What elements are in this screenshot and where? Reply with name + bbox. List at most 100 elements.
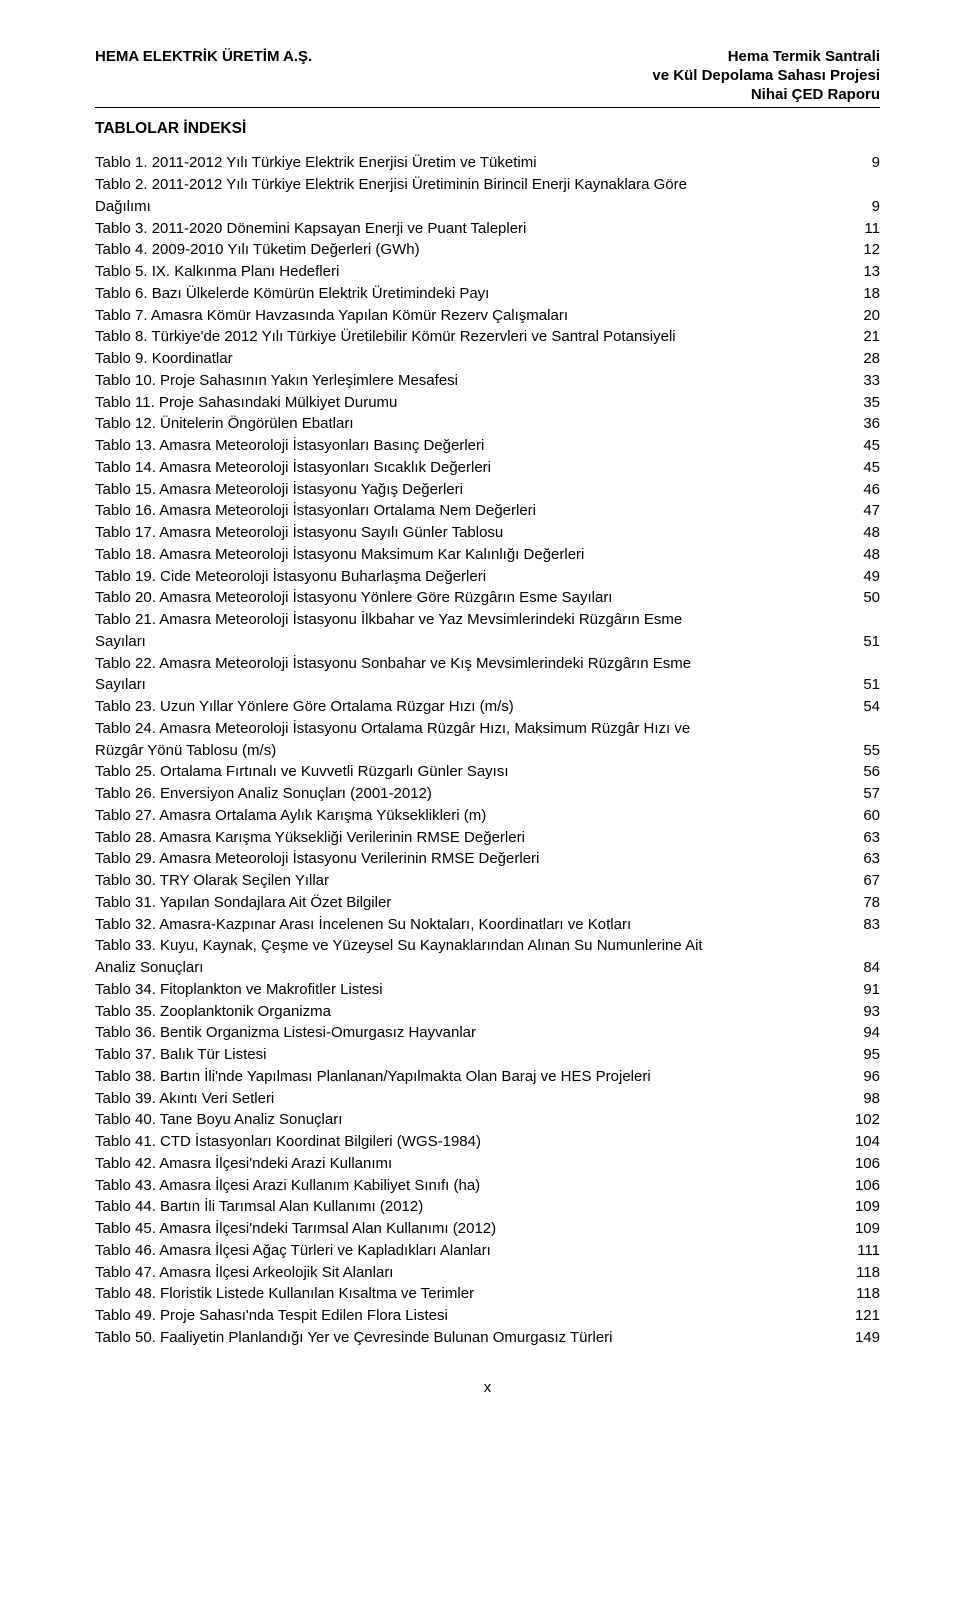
toc-label: Tablo 38. Bartın İli'nde Yapılması Planl… (95, 1066, 651, 1088)
toc-label: Tablo 34. Fitoplankton ve Makrofitler Li… (95, 979, 383, 1001)
toc-entry: Tablo 14. Amasra Meteoroloji İstasyonlar… (95, 457, 880, 479)
toc-entry: Tablo 40. Tane Boyu Analiz Sonuçları 102 (95, 1109, 880, 1131)
toc-label: Tablo 3. 2011-2020 Dönemini Kapsayan Ene… (95, 218, 526, 240)
toc-page-number: 49 (863, 566, 880, 588)
toc-label: Tablo 46. Amasra İlçesi Ağaç Türleri ve … (95, 1240, 491, 1262)
toc-page-number: 106 (855, 1153, 880, 1175)
toc-label: Tablo 25. Ortalama Fırtınalı ve Kuvvetli… (95, 761, 509, 783)
toc-entry: Tablo 33. Kuyu, Kaynak, Çeşme ve Yüzeyse… (95, 935, 880, 979)
toc-entry: Tablo 13. Amasra Meteoroloji İstasyonlar… (95, 435, 880, 457)
toc-entry: Tablo 10. Proje Sahasının Yakın Yerleşim… (95, 370, 880, 392)
toc-label: Tablo 32. Amasra-Kazpınar Arası İncelene… (95, 914, 631, 936)
toc-label: Tablo 36. Bentik Organizma Listesi-Omurg… (95, 1022, 476, 1044)
toc-page-number: 63 (863, 848, 880, 870)
toc-entry: Tablo 6. Bazı Ülkelerde Kömürün Elektrik… (95, 283, 880, 305)
toc-label: Tablo 37. Balık Tür Listesi (95, 1044, 266, 1066)
toc-entry: Tablo 23. Uzun Yıllar Yönlere Göre Ortal… (95, 696, 880, 718)
toc-page-number: 21 (863, 326, 880, 348)
toc-entry: Tablo 30. TRY Olarak Seçilen Yıllar67 (95, 870, 880, 892)
toc-entry: Tablo 28. Amasra Karışma Yüksekliği Veri… (95, 827, 880, 849)
toc-label: Tablo 7. Amasra Kömür Havzasında Yapılan… (95, 305, 568, 327)
toc-page-number: 149 (855, 1327, 880, 1349)
toc-page-number: 106 (855, 1175, 880, 1197)
toc-entry: Tablo 9. Koordinatlar28 (95, 348, 880, 370)
toc-entry: Tablo 17. Amasra Meteoroloji İstasyonu S… (95, 522, 880, 544)
toc-label: Tablo 35. Zooplanktonik Organizma (95, 1001, 331, 1023)
toc-page-number: 11 (864, 218, 880, 240)
toc-page-number: 36 (863, 413, 880, 435)
toc-page-number: 18 (863, 283, 880, 305)
toc-page-number: 109 (855, 1196, 880, 1218)
toc-entry: Tablo 11. Proje Sahasındaki Mülkiyet Dur… (95, 392, 880, 414)
toc-entry: Tablo 26. Enversiyon Analiz Sonuçları (2… (95, 783, 880, 805)
toc-page-number: 83 (863, 914, 880, 936)
toc-page-number: 67 (863, 870, 880, 892)
toc-page-number: 54 (863, 696, 880, 718)
toc-entry: Tablo 50. Faaliyetin Planlandığı Yer ve … (95, 1327, 880, 1349)
toc-entry: Tablo 3. 2011-2020 Dönemini Kapsayan Ene… (95, 218, 880, 240)
toc-label: Tablo 8. Türkiye'de 2012 Yılı Türkiye Ür… (95, 326, 676, 348)
toc-entry: Tablo 19. Cide Meteoroloji İstasyonu Buh… (95, 566, 880, 588)
page-number: x (95, 1379, 880, 1396)
toc-page-number: 47 (863, 500, 880, 522)
toc-page-number: 48 (863, 522, 880, 544)
toc-page-number: 91 (863, 979, 880, 1001)
toc-entry: Tablo 35. Zooplanktonik Organizma93 (95, 1001, 880, 1023)
toc-label-tail: Rüzgâr Yönü Tablosu (m/s) (95, 740, 276, 762)
toc-label: Tablo 19. Cide Meteoroloji İstasyonu Buh… (95, 566, 486, 588)
toc-page-number: 12 (863, 239, 880, 261)
toc-label: Tablo 41. CTD İstasyonları Koordinat Bil… (95, 1131, 481, 1153)
toc-page-number: 95 (863, 1044, 880, 1066)
toc-label: Tablo 17. Amasra Meteoroloji İstasyonu S… (95, 522, 503, 544)
toc-page-number: 33 (863, 370, 880, 392)
toc-entry: Tablo 21. Amasra Meteoroloji İstasyonu İ… (95, 609, 880, 653)
toc-page-number: 63 (863, 827, 880, 849)
toc-page-number: 45 (863, 457, 880, 479)
toc-label: Tablo 31. Yapılan Sondajlara Ait Özet Bi… (95, 892, 391, 914)
toc-page-number: 51 (863, 631, 880, 653)
toc-page-number: 84 (863, 957, 880, 979)
toc-page-number: 56 (863, 761, 880, 783)
toc-entry: Tablo 45. Amasra İlçesi'ndeki Tarımsal A… (95, 1218, 880, 1240)
toc-label: Tablo 40. Tane Boyu Analiz Sonuçları (95, 1109, 342, 1131)
toc-page-number: 102 (855, 1109, 880, 1131)
toc-label: Tablo 48. Floristik Listede Kullanılan K… (95, 1283, 474, 1305)
toc-label: Tablo 23. Uzun Yıllar Yönlere Göre Ortal… (95, 696, 514, 718)
toc-entry: Tablo 5. IX. Kalkınma Planı Hedefleri13 (95, 261, 880, 283)
toc-page-number: 111 (857, 1240, 880, 1262)
toc-label: Tablo 33. Kuyu, Kaynak, Çeşme ve Yüzeyse… (95, 935, 880, 957)
toc-page-number: 9 (872, 196, 880, 218)
toc-label: Tablo 26. Enversiyon Analiz Sonuçları (2… (95, 783, 432, 805)
toc-label: Tablo 20. Amasra Meteoroloji İstasyonu Y… (95, 587, 612, 609)
toc-page-number: 20 (863, 305, 880, 327)
toc-entry: Tablo 34. Fitoplankton ve Makrofitler Li… (95, 979, 880, 1001)
toc-page-number: 28 (863, 348, 880, 370)
toc-entry: Tablo 1. 2011-2012 Yılı Türkiye Elektrik… (95, 152, 880, 174)
toc-label: Tablo 15. Amasra Meteoroloji İstasyonu Y… (95, 479, 463, 501)
toc-entry: Tablo 36. Bentik Organizma Listesi-Omurg… (95, 1022, 880, 1044)
toc-entry: Tablo 32. Amasra-Kazpınar Arası İncelene… (95, 914, 880, 936)
toc-label: Tablo 12. Ünitelerin Öngörülen Ebatları (95, 413, 354, 435)
page-header: HEMA ELEKTRİK ÜRETİM A.Ş. Hema Termik Sa… (95, 48, 880, 104)
toc-label: Tablo 42. Amasra İlçesi'ndeki Arazi Kull… (95, 1153, 392, 1175)
toc-entry: Tablo 27. Amasra Ortalama Aylık Karışma … (95, 805, 880, 827)
toc-page-number: 35 (863, 392, 880, 414)
toc-label: Tablo 28. Amasra Karışma Yüksekliği Veri… (95, 827, 525, 849)
toc-page-number: 57 (863, 783, 880, 805)
toc-entry: Tablo 7. Amasra Kömür Havzasında Yapılan… (95, 305, 880, 327)
toc-label: Tablo 18. Amasra Meteoroloji İstasyonu M… (95, 544, 584, 566)
toc-entry: Tablo 43. Amasra İlçesi Arazi Kullanım K… (95, 1175, 880, 1197)
toc-entry: Tablo 37. Balık Tür Listesi 95 (95, 1044, 880, 1066)
toc-label: Tablo 5. IX. Kalkınma Planı Hedefleri (95, 261, 339, 283)
toc-entry: Tablo 22. Amasra Meteoroloji İstasyonu S… (95, 653, 880, 697)
toc-label-tail: Dağılımı (95, 196, 151, 218)
toc-entry: Tablo 24. Amasra Meteoroloji İstasyonu O… (95, 718, 880, 762)
toc-label-tail: Sayıları (95, 631, 146, 653)
toc-entry: Tablo 47. Amasra İlçesi Arkeolojik Sit A… (95, 1262, 880, 1284)
document-page: HEMA ELEKTRİK ÜRETİM A.Ş. Hema Termik Sa… (0, 0, 960, 1436)
toc-page-number: 55 (863, 740, 880, 762)
toc-entry: Tablo 39. Akıntı Veri Setleri98 (95, 1088, 880, 1110)
toc-page-number: 48 (863, 544, 880, 566)
toc-container: Tablo 1. 2011-2012 Yılı Türkiye Elektrik… (95, 152, 880, 1348)
toc-page-number: 96 (863, 1066, 880, 1088)
